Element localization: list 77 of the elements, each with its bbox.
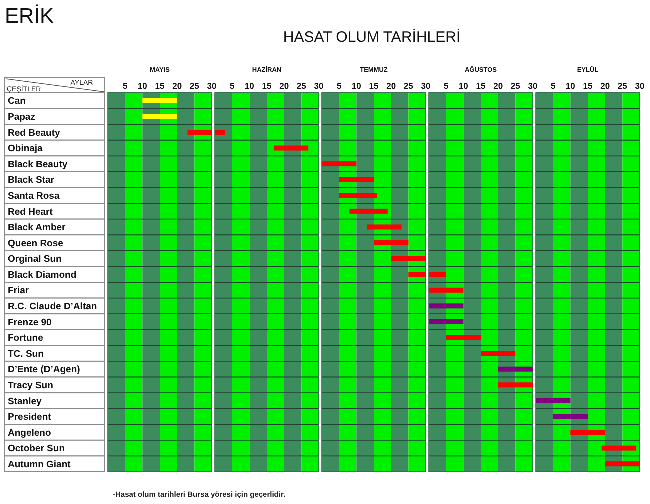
x-tick-label: 10 (458, 81, 469, 91)
bar (498, 382, 533, 388)
x-tick-label: 15 (476, 81, 486, 91)
bar (429, 288, 464, 293)
bar (553, 414, 588, 420)
x-tick-label: 15 (583, 81, 593, 91)
x-tick-label: 20 (280, 81, 290, 91)
y-tick-label: President (8, 412, 52, 424)
x-tick-label: 5 (336, 81, 342, 91)
x-tick-label: 25 (404, 81, 414, 91)
x-tick-label: 25 (618, 81, 628, 91)
y-tick-label: Black Star (8, 175, 55, 186)
x-tick-label: 20 (494, 81, 504, 91)
x-tick-label: 30 (207, 81, 217, 91)
bar (350, 208, 388, 214)
y-tick-label: Frenze 90 (8, 317, 52, 328)
y-tick-label: Obinaja (8, 144, 44, 155)
bar (605, 462, 640, 467)
bar (339, 193, 378, 198)
bar (391, 256, 426, 262)
y-tick-label: Can (8, 96, 26, 108)
y-tick-label: Friar (8, 286, 30, 297)
x-tick-label: 20 (386, 81, 396, 91)
x-tick-label: 30 (528, 81, 538, 91)
x-tick-label: 10 (244, 81, 255, 91)
x-tick-label: 10 (352, 81, 362, 91)
y-tick-label: Tracy Sun (8, 380, 54, 392)
y-tick-label: Black Amber (8, 222, 66, 234)
x-tick-label: 20 (172, 81, 182, 91)
x-tick-label: 25 (510, 81, 521, 91)
x-tick-label: 10 (138, 81, 148, 91)
bar (374, 240, 409, 246)
x-tick-label: 20 (600, 81, 610, 91)
y-tick-label: October Sun (8, 444, 66, 455)
x-tick-label: 10 (566, 81, 576, 91)
y-tick-label: Fortune (8, 333, 44, 344)
bar (498, 366, 533, 372)
y-tick-label: Papaz (8, 112, 36, 124)
y-tick-label: Santa Rosa (8, 190, 60, 202)
bar (570, 430, 606, 436)
y-tick-label: Red Heart (8, 206, 54, 218)
x-tick-label: 5 (122, 81, 128, 91)
y-tick-label: Orginal Sun (8, 254, 62, 266)
y-tick-label: Red Beauty (8, 128, 61, 139)
bar (536, 398, 571, 404)
bar (322, 162, 357, 167)
bar (339, 177, 374, 182)
y-tick-label: Queen Rose (8, 238, 64, 250)
x-tick-label: 25 (296, 81, 307, 91)
bar (429, 319, 464, 324)
y-tick-label: Black Diamond (8, 270, 77, 281)
bar (481, 351, 516, 356)
x-tick-label: 30 (635, 81, 645, 91)
bar (429, 272, 446, 278)
x-tick-label: 25 (190, 81, 200, 91)
y-tick-label: D’Ente (D’Agen) (8, 364, 80, 376)
text: HASAT OLUM TARİHLERİ (283, 28, 461, 46)
y-tick-label: Autumn Giant (8, 459, 72, 470)
x-tick-label: 5 (230, 81, 235, 91)
y-tick-label: TC. Sun (8, 348, 44, 360)
y-tick-label: Black Beauty (8, 159, 68, 170)
text: ERİK (5, 4, 54, 28)
x-tick-label: 5 (444, 81, 449, 91)
x-tick-label: 15 (369, 81, 379, 91)
bar (408, 272, 426, 278)
x-tick-label: 15 (155, 81, 165, 91)
bar (367, 224, 402, 230)
x-tick-label: 5 (550, 81, 556, 91)
x-tick-label: 15 (262, 81, 272, 91)
x-tick-label: 30 (421, 81, 431, 91)
bar (446, 335, 481, 340)
y-tick-label: Angeleno (8, 428, 52, 439)
x-tick-label: 30 (314, 81, 324, 91)
y-tick-label: R.C. Claude D’Altan (8, 302, 98, 313)
bar (429, 304, 464, 309)
y-tick-label: Stanley (8, 396, 43, 408)
bar (602, 446, 637, 451)
